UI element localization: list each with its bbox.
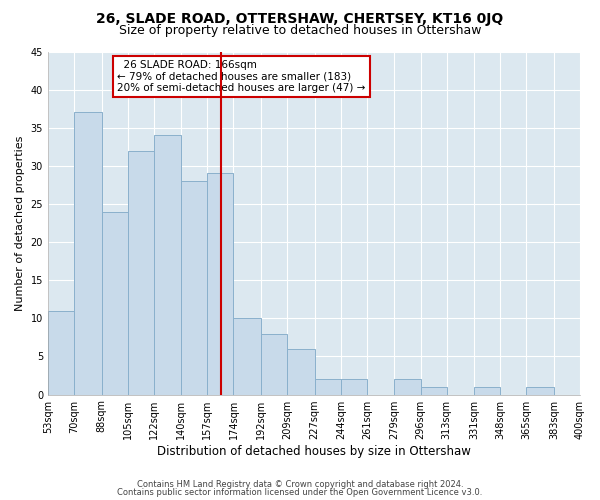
Bar	[474, 387, 500, 394]
Bar	[48, 310, 74, 394]
Text: 26 SLADE ROAD: 166sqm
← 79% of detached houses are smaller (183)
20% of semi-det: 26 SLADE ROAD: 166sqm ← 79% of detached …	[117, 60, 365, 94]
Bar	[181, 181, 208, 394]
Bar	[421, 387, 446, 394]
Bar	[341, 380, 367, 394]
Bar	[233, 318, 261, 394]
Bar	[394, 380, 421, 394]
Bar	[287, 349, 315, 395]
Bar	[261, 334, 287, 394]
Bar	[74, 112, 101, 394]
Bar	[526, 387, 554, 394]
Text: 26, SLADE ROAD, OTTERSHAW, CHERTSEY, KT16 0JQ: 26, SLADE ROAD, OTTERSHAW, CHERTSEY, KT1…	[97, 12, 503, 26]
Bar	[128, 150, 154, 394]
Text: Contains HM Land Registry data © Crown copyright and database right 2024.: Contains HM Land Registry data © Crown c…	[137, 480, 463, 489]
Text: Contains public sector information licensed under the Open Government Licence v3: Contains public sector information licen…	[118, 488, 482, 497]
Bar	[315, 380, 341, 394]
X-axis label: Distribution of detached houses by size in Ottershaw: Distribution of detached houses by size …	[157, 444, 471, 458]
Y-axis label: Number of detached properties: Number of detached properties	[15, 136, 25, 310]
Bar	[154, 136, 181, 394]
Bar	[208, 174, 233, 394]
Text: Size of property relative to detached houses in Ottershaw: Size of property relative to detached ho…	[119, 24, 481, 37]
Bar	[101, 212, 128, 394]
